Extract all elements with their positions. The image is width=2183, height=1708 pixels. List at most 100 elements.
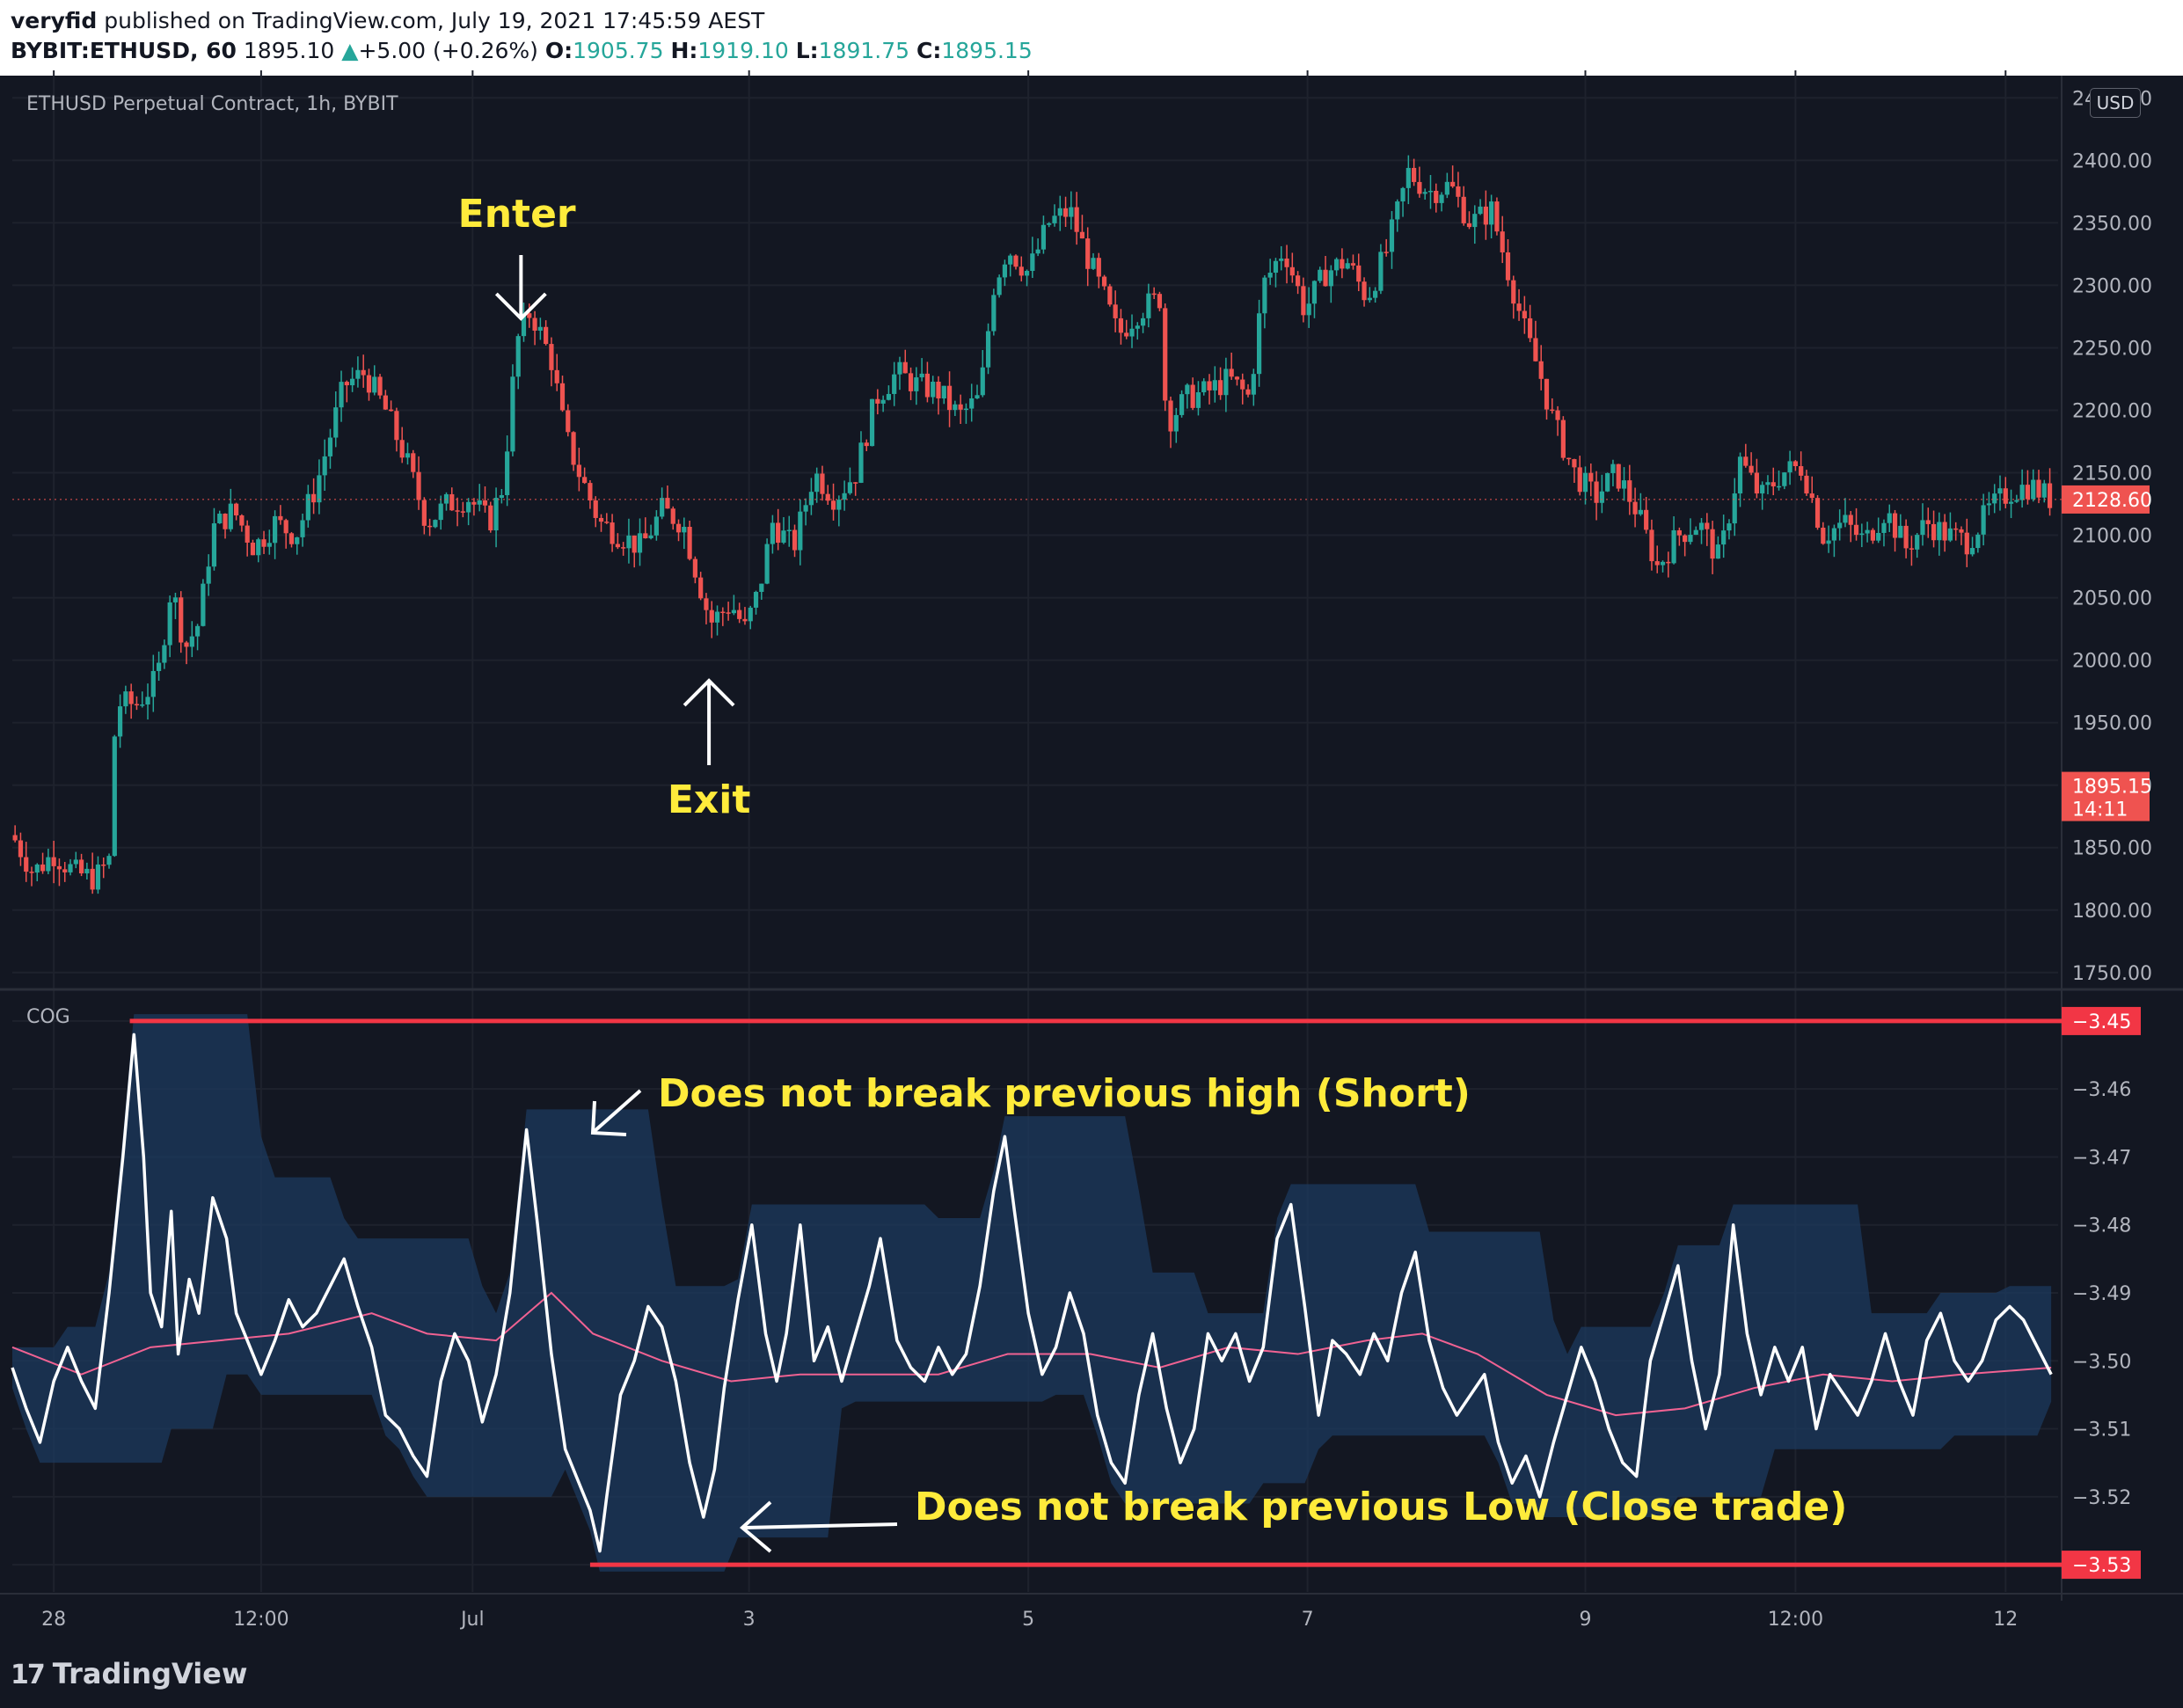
candle-body [786,529,792,532]
high-value: 1919.10 [697,38,789,63]
candle-body [1903,525,1909,549]
candle-body [604,522,610,523]
publisher-name[interactable]: veryfid [11,8,98,33]
candle-body [1831,528,1836,541]
candle-body [1223,369,1229,396]
candle-body [194,625,201,637]
candle-body [931,381,936,398]
candle-body [1185,384,1190,395]
candle-body [1727,523,1732,531]
time-tick-label: 12:00 [233,1609,288,1631]
candle-body [1405,167,1411,188]
candle-body [1018,266,1024,276]
candle-body [1472,214,1478,228]
candle-body [1212,380,1217,391]
candle-body [234,503,239,516]
candle-body [941,385,946,398]
candle-body [1666,561,1671,564]
candle-body [350,378,355,386]
candle-body [311,493,317,503]
candle-body [527,313,532,318]
candle-body [1920,520,1925,536]
currency-badge[interactable]: USD [2090,88,2141,118]
footer [0,1645,2183,1708]
price-tick-label: 2150.00 [2072,463,2152,485]
exit-annotation: Exit [668,777,751,822]
close-value: 1895.15 [941,38,1033,63]
candle-body [471,501,477,505]
candle-body [653,516,659,536]
candle-body [1129,328,1135,337]
candle-body [211,523,217,567]
candle-body [858,442,864,483]
time-tick-label: 3 [743,1609,756,1631]
candle-body [1770,482,1776,487]
candle-body [598,517,604,522]
candle-body [1367,297,1372,301]
candle-body [1262,277,1267,314]
candle-body [1340,259,1345,269]
cog-tick-label: −3.51 [2072,1420,2131,1442]
candle-body [610,522,615,544]
candle-body [1273,260,1279,274]
candle-body [1466,223,1472,228]
cog-signal-line [11,1291,2052,1417]
candle-body [2019,485,2025,500]
candle-body [682,527,687,533]
price-tick-label: 1800.00 [2072,901,2152,923]
candle-body [1776,485,1782,488]
candle-body [2036,479,2041,498]
candle-body [1494,201,1500,232]
candle-body [499,494,504,499]
candle-body [261,539,266,547]
candle-body [1975,534,1981,549]
candle-body [1925,520,1931,524]
candle-body [1964,532,1969,555]
price-tick-label: 2400.00 [2072,150,2152,172]
candle-body [1644,509,1649,530]
symbol-name[interactable]: BYBIT:ETHUSD, 60 [11,38,237,63]
candle-body [753,591,759,608]
candle-body [1915,535,1920,550]
tradingview-logo[interactable]: 𝟭𝟳 TradingView [11,1657,247,1690]
candle-body [1146,293,1151,318]
candle-body [1992,493,1997,504]
candle-body [1356,265,1362,282]
candle-body [1560,420,1566,458]
candle-body [936,381,941,398]
candle-body [239,515,245,526]
candle-body [615,544,620,548]
candle-body [1395,201,1400,220]
candle-body [1107,286,1113,305]
candle-body [1229,369,1234,377]
candle-body [206,566,211,584]
candle-body [73,859,78,865]
candle-body [18,840,24,858]
candle-body [675,523,682,533]
candle-body [62,869,68,872]
candle-body [1311,281,1318,304]
time-tick-label: Jul [459,1609,485,1631]
candle-body [566,410,571,433]
candle-body [759,583,764,592]
candle-body [1898,525,1903,538]
candle-body [1705,522,1710,529]
candle-body [1843,515,1848,523]
candle-body [189,636,194,647]
candle-body [117,706,123,737]
candle-body [305,493,310,521]
candle-body [1572,459,1577,468]
candle-body [521,313,527,337]
candle-body [1837,522,1843,529]
candle-body [1008,255,1013,265]
candle-body [1649,529,1654,562]
candle-body [1461,196,1466,223]
candle-body [1522,310,1527,318]
candle-body [228,503,233,529]
candle-body [1909,548,1915,550]
candle-body [1688,535,1693,543]
candle-body [1853,524,1859,536]
candle-body [908,373,914,391]
candle-body [1638,509,1643,515]
